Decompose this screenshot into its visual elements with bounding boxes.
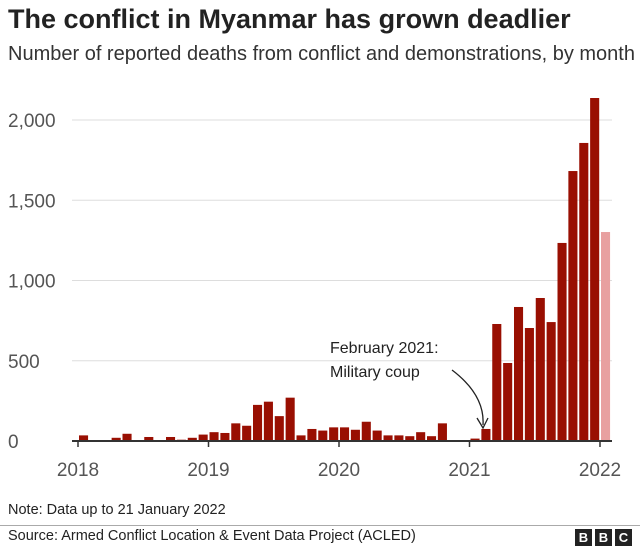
x-tick-label: 2021 [448, 460, 490, 481]
bar [231, 423, 241, 441]
y-tick-label: 1,000 [8, 272, 56, 293]
bar [590, 98, 600, 441]
bar [144, 436, 154, 441]
annotation-text: February 2021: [330, 340, 439, 357]
bar [79, 435, 89, 441]
y-tick-label: 500 [8, 352, 40, 373]
bar [263, 401, 273, 441]
y-tick-label: 0 [8, 432, 19, 453]
annotation-arrowhead [476, 417, 489, 430]
x-tick-label: 2019 [187, 460, 229, 481]
divider [0, 525, 640, 526]
bar [340, 427, 350, 441]
bar [601, 232, 611, 441]
y-tick-label: 2,000 [8, 111, 56, 132]
chart-title: The conflict in Myanmar has grown deadli… [8, 4, 571, 34]
annotation-arrow [451, 369, 484, 426]
bar [350, 429, 360, 441]
y-tick-label: 1,500 [8, 191, 56, 212]
bar [274, 416, 284, 441]
bar [285, 397, 295, 441]
bar [470, 438, 480, 441]
bar [187, 437, 197, 441]
x-tick-label: 2018 [57, 460, 99, 481]
bar [568, 171, 578, 441]
bar [492, 323, 502, 441]
bar [427, 436, 437, 441]
bar-chart: 0 500 1,000 1,500 2,000 2018 2019 2020 2021 2022 F… [8, 98, 621, 481]
bar [122, 433, 132, 441]
bar [557, 242, 567, 441]
bar [405, 436, 415, 441]
annotation-text: Military coup [330, 364, 420, 381]
note: Note: Data up to 21 January 2022 [8, 502, 226, 518]
bar [307, 428, 317, 441]
logo-letter: B [595, 529, 612, 546]
logo-letter: C [615, 529, 632, 546]
bar [209, 432, 219, 441]
bar [361, 421, 371, 441]
bar [383, 435, 393, 441]
bar [481, 428, 491, 441]
bar [372, 430, 382, 441]
bar [198, 434, 208, 441]
bar [416, 432, 426, 441]
bar [524, 328, 534, 441]
bar [318, 430, 328, 441]
bar [166, 436, 176, 441]
logo-letter: B [575, 529, 592, 546]
x-tick-label: 2020 [318, 460, 360, 481]
bar [546, 322, 556, 441]
bar [437, 423, 447, 441]
bar [503, 362, 513, 441]
bar [514, 306, 524, 441]
bar [242, 425, 252, 441]
bar [220, 432, 230, 441]
bar [296, 435, 306, 441]
bar [111, 437, 121, 441]
chart-subtitle: Number of reported deaths from conflict … [8, 43, 635, 65]
bar [394, 435, 404, 441]
bar [329, 427, 339, 441]
bar [579, 142, 589, 441]
x-tick-label: 2022 [579, 460, 621, 481]
bar [535, 297, 545, 441]
bar [253, 404, 263, 441]
source: Source: Armed Conflict Location & Event … [8, 528, 416, 544]
